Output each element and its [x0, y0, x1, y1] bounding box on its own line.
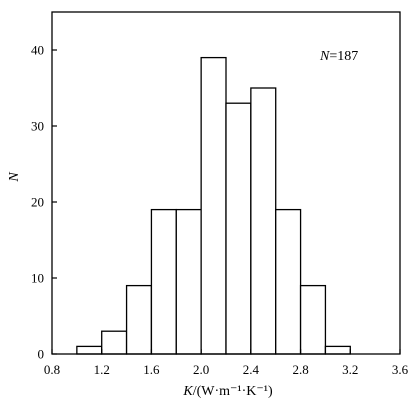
sample-size-annotation: N=187 — [319, 49, 358, 64]
histogram-bar-6 — [200, 56, 227, 355]
bars-group — [76, 56, 351, 355]
x-tick-label: 3.6 — [392, 362, 409, 377]
y-tick-label: 10 — [31, 271, 44, 286]
annotation-symbol: N — [319, 49, 330, 64]
histogram-bar-11 — [324, 345, 351, 355]
histogram-bar-5 — [175, 208, 202, 355]
x-tick-label: 2.0 — [193, 362, 209, 377]
x-tick-label: 3.2 — [342, 362, 358, 377]
histogram-bar-1 — [76, 345, 103, 355]
histogram-bar-8 — [250, 87, 277, 355]
x-tick-label: 1.2 — [94, 362, 110, 377]
histogram-bar-7 — [225, 102, 252, 355]
histogram-bar-4 — [150, 208, 177, 355]
histogram-bar-2 — [101, 330, 128, 355]
x-axis-label: K/(W·m⁻¹·K⁻¹) — [182, 384, 273, 399]
x-tick-label: 1.6 — [143, 362, 160, 377]
x-ticks: 0.8 1.2 1.6 2.0 2.4 2.8 3.2 3.6 — [44, 349, 409, 377]
histogram-bar-9 — [275, 208, 302, 355]
y-tick-label: 40 — [31, 43, 44, 58]
annotation-text: =187 — [329, 49, 358, 64]
y-tick-label: 20 — [31, 195, 44, 210]
y-tick-label: 30 — [31, 119, 44, 134]
x-tick-label: 0.8 — [44, 362, 60, 377]
x-axis-unit: /(W·m⁻¹·K⁻¹) — [193, 384, 273, 399]
x-axis-symbol: K — [182, 384, 193, 399]
y-tick-label: 0 — [38, 347, 45, 362]
y-axis-label: N — [7, 172, 22, 183]
histogram-bar-3 — [125, 284, 153, 355]
plot-frame — [51, 11, 401, 355]
histogram-bar-10 — [299, 284, 327, 355]
x-tick-label: 2.4 — [243, 362, 260, 377]
y-ticks: 0 10 20 30 40 — [31, 43, 57, 362]
x-tick-label: 2.8 — [292, 362, 308, 377]
